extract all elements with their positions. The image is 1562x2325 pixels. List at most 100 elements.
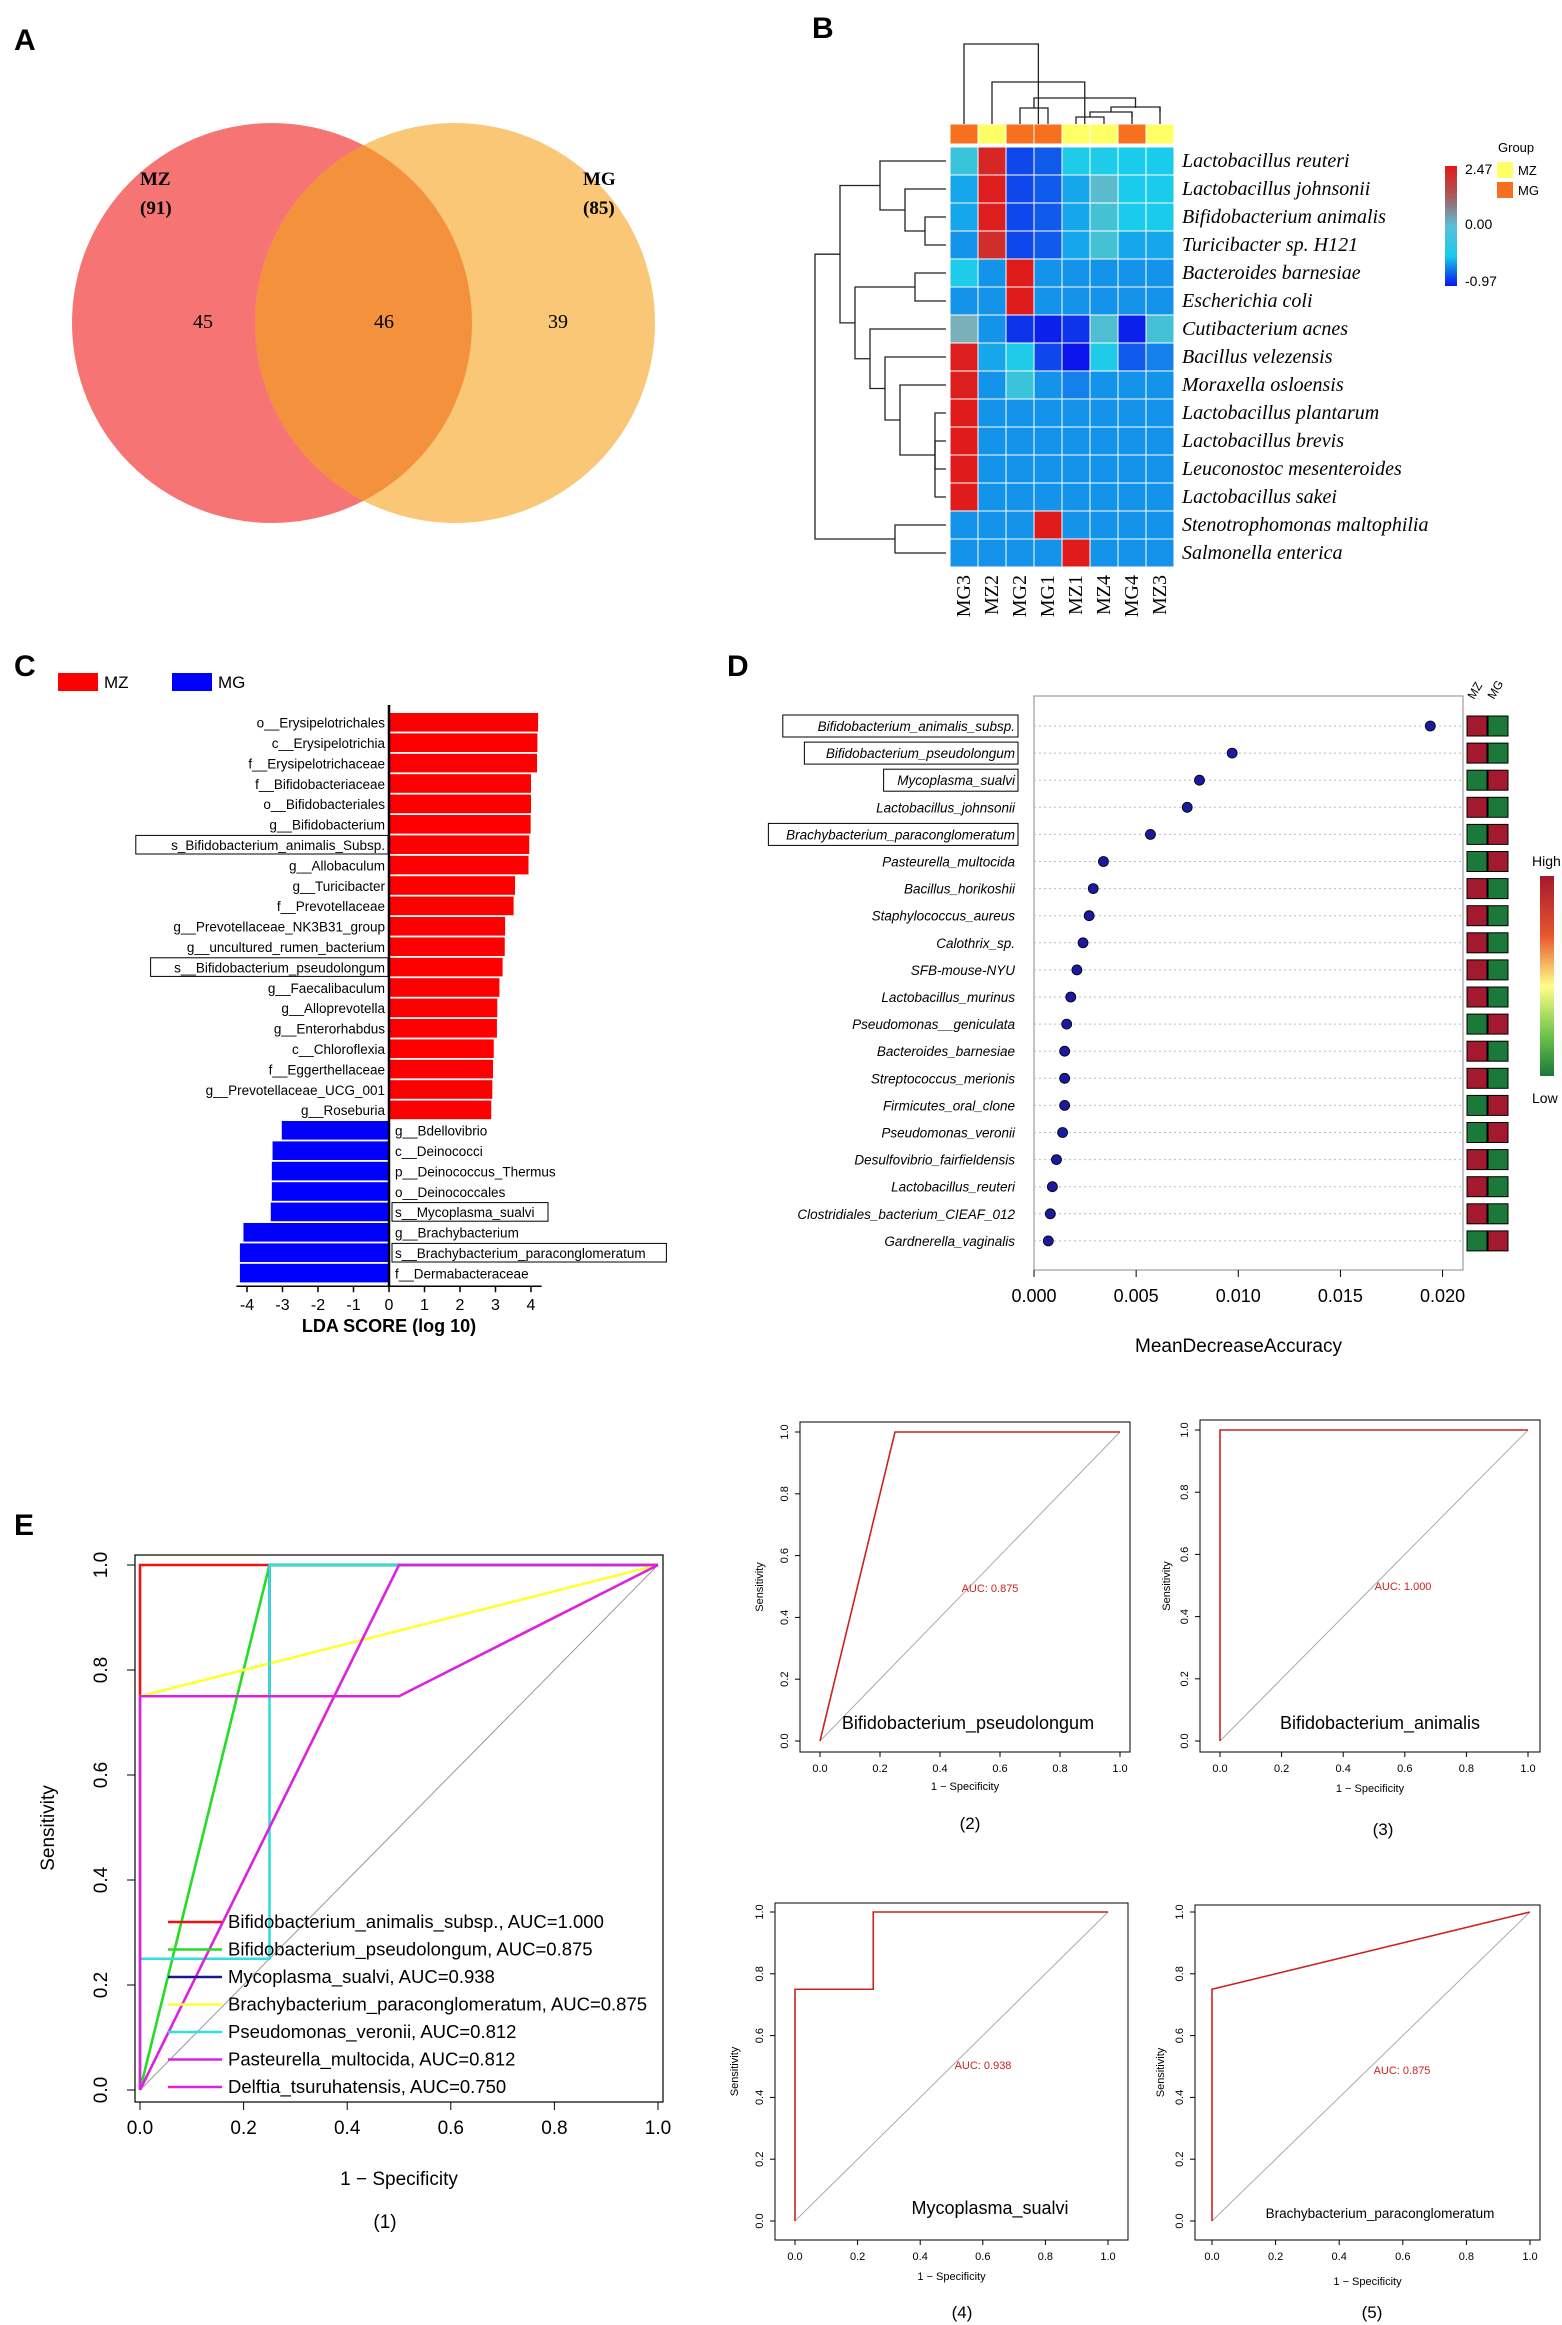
heatmap-cell: [1061, 286, 1091, 316]
group-bar-cell: [1005, 123, 1035, 145]
rf-x-axis-label: MeanDecreaseAccuracy: [1135, 1336, 1342, 1357]
roc-small-diagonal: [1211, 1911, 1531, 2222]
heatmap-cell: [1033, 314, 1063, 344]
heatmap-cell: [1033, 454, 1063, 484]
rf-point: [1098, 856, 1109, 867]
roc-small-caption: (5): [1362, 2303, 1383, 2322]
heatmap-cell: [1117, 454, 1147, 484]
roc-legend-label: Brachybacterium_paraconglomeratum, AUC=0…: [228, 1994, 647, 2016]
heatmap-cell: [1145, 426, 1175, 456]
roc-small-x-tick-label: 1.0: [1520, 1763, 1535, 1775]
col-dendrogram-branch: [1019, 107, 1049, 124]
roc-main-y-tick-label: 0.8: [91, 1657, 112, 1683]
roc-small-y-tick-label: 0.8: [1179, 1485, 1191, 1500]
roc-small-x-tick-label: 0.2: [872, 1763, 887, 1775]
rf-row-label: Bacillus_horikoshii: [904, 882, 1016, 897]
heatmap-cell: [1089, 398, 1119, 428]
roc-small-y-axis-label: Sensitivity: [729, 2046, 741, 2096]
venn-label-mz: MZ: [140, 169, 171, 190]
rf-group-cell-mg: [1487, 1230, 1509, 1252]
roc-small-x-axis-label: 1 − Specificity: [1336, 1783, 1405, 1795]
rf-group-cell-mz: [1466, 1176, 1488, 1198]
lda-bar: [389, 815, 531, 834]
roc-main-series-line: [138, 1563, 659, 2090]
rf-row-label: Lactobacillus_reuteri: [891, 1180, 1016, 1195]
heatmap-col-label: MG2: [1009, 575, 1031, 617]
lda-x-tick-label: -2: [311, 1297, 325, 1314]
rf-point: [1051, 1154, 1062, 1165]
rf-point: [1059, 1100, 1071, 1111]
heatmap-cell: [1033, 538, 1063, 568]
heatmap-cell: [1061, 538, 1091, 568]
group-bar-cell: [1117, 123, 1147, 145]
heatmap-cell: [1117, 286, 1147, 316]
heatmap-cell: [1005, 258, 1035, 288]
heatmap-col-label: MZ3: [1149, 575, 1171, 615]
roc-small-auc-label: AUC: 0.938: [955, 2060, 1012, 2072]
rf-group-cell-mg: [1487, 796, 1509, 818]
row-dendrogram-branch: [884, 356, 946, 421]
roc-small-diagonal: [819, 1431, 1121, 1742]
row-dendrogram-branch: [934, 440, 946, 470]
heatmap-cell: [1145, 398, 1175, 428]
roc-main-diagonal: [139, 1564, 659, 2091]
heatmap-cell: [1145, 286, 1175, 316]
heatmap-cell: [1033, 202, 1063, 232]
rf-group-cell-mg: [1487, 932, 1509, 954]
venn-overlap: [255, 145, 472, 501]
row-dendrogram-branch: [914, 272, 946, 302]
heatmap-cell: [1089, 482, 1119, 512]
rf-group-cell-mz: [1466, 796, 1488, 818]
heatmap-cell: [1089, 286, 1119, 316]
rf-row-label: Gardnerella_vaginalis: [884, 1234, 1015, 1249]
roc-small-x-axis-label: 1 − Specificity: [931, 1781, 1000, 1793]
heatmap-cell: [1089, 146, 1119, 176]
heatmap-row-label: Lactobacillus reuteri: [1181, 150, 1350, 172]
roc-small-y-tick-label: 0.4: [1174, 2090, 1186, 2105]
heatmap-cell: [1145, 538, 1175, 568]
roc-small-x-tick-label: 0.4: [1332, 2251, 1347, 2263]
group-legend-label: MG: [1518, 183, 1539, 198]
heatmap-cell: [977, 202, 1007, 232]
lda-bar: [389, 1059, 494, 1079]
roc-small-x-tick-label: 0.0: [787, 2251, 802, 2263]
roc-legend-label: Pasteurella_multocida, AUC=0.812: [228, 2049, 515, 2071]
heatmap-cell: [949, 398, 979, 428]
lda-bar: [389, 1100, 492, 1120]
rf-row-label: Pasteurella_multocida: [882, 855, 1015, 870]
rf-group-cell-mg: [1487, 1203, 1509, 1225]
lda-bar-label: g__Allobaculum: [289, 858, 385, 873]
heatmap-cell: [1117, 174, 1147, 204]
lda-x-tick-label: 2: [456, 1297, 465, 1314]
heatmap-cell: [1033, 146, 1063, 176]
heatmap-cell: [977, 174, 1007, 204]
rf-point: [1077, 937, 1089, 949]
heatmap-col-label: MZ2: [981, 575, 1003, 615]
row-dendrogram-branch: [869, 328, 946, 390]
lda-bar-label: c__Deinococci: [395, 1144, 483, 1159]
roc-small-y-tick-label: 0.6: [1179, 1547, 1191, 1562]
heatmap-cell: [1117, 146, 1147, 176]
roc-small-x-tick-label: 0.0: [1204, 2251, 1219, 2263]
heatmap-cell: [1061, 146, 1091, 176]
roc-main-x-tick-label: 0.2: [230, 2118, 256, 2139]
row-dendrogram-branch: [839, 184, 880, 324]
heatmap-cell: [1145, 342, 1175, 372]
lda-bar: [389, 855, 529, 875]
rf-point: [1059, 1045, 1071, 1057]
heatmap-cell: [1061, 482, 1091, 512]
random-forest-chart: Bifidobacterium_animalis_subsp. Bifidobac…: [767, 678, 1561, 1357]
roc-small-y-tick-label: 0.8: [754, 1966, 766, 1981]
rf-scale-high: High: [1532, 853, 1561, 869]
heatmap-cell: [1089, 538, 1119, 568]
roc-legend-label: Mycoplasma_sualvi, AUC=0.938: [228, 1966, 495, 1988]
rf-label-box: [803, 741, 1019, 765]
heatmap-cell: [1005, 426, 1035, 456]
roc-small-y-tick-label: 0.0: [779, 1733, 791, 1748]
heatmap-cell: [1061, 342, 1091, 372]
rf-color-scale: [1540, 876, 1554, 1076]
lda-bar-label: s_Bifidobacterium_animalis_Subsp.: [171, 838, 385, 853]
heatmap-cell: [1145, 482, 1175, 512]
lda-bar: [272, 1141, 389, 1160]
heatmap-cell: [1089, 174, 1119, 204]
